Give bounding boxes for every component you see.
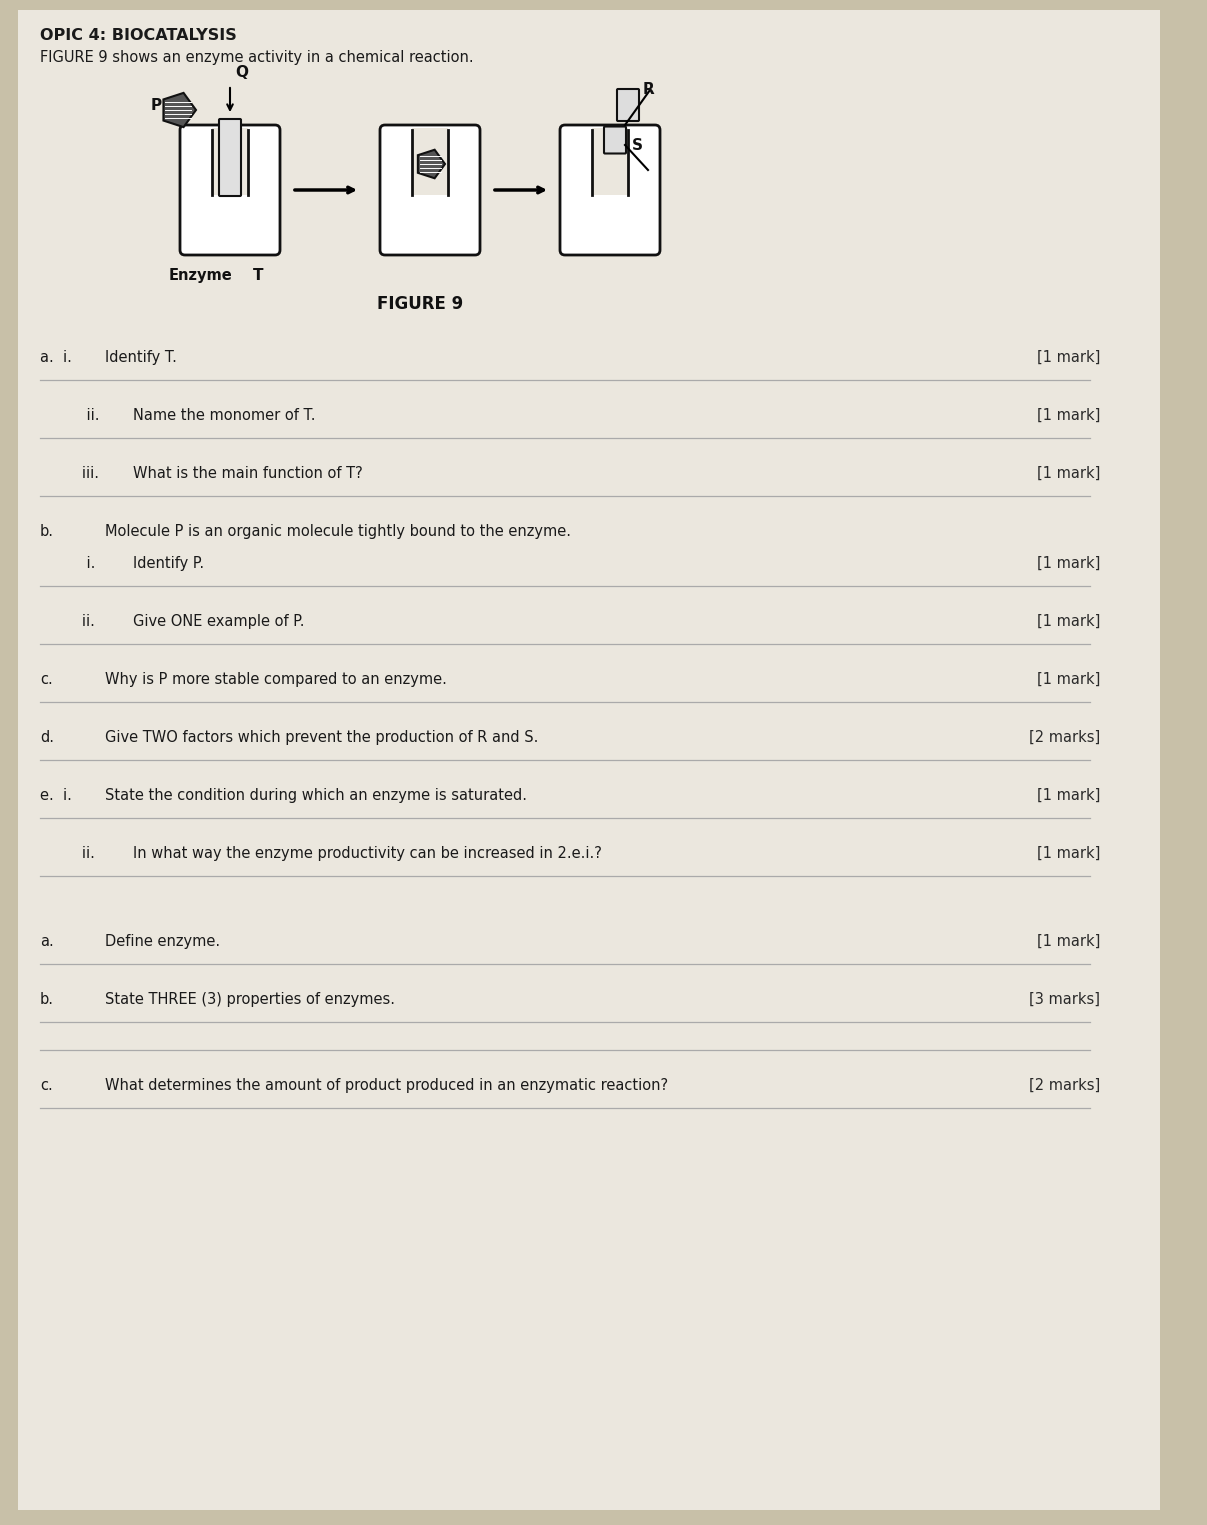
- Text: e.  i.: e. i.: [40, 788, 72, 804]
- Text: Identify T.: Identify T.: [105, 351, 177, 364]
- Text: [1 mark]: [1 mark]: [1037, 351, 1100, 364]
- Text: State THREE (3) properties of enzymes.: State THREE (3) properties of enzymes.: [105, 991, 395, 1006]
- Text: [3 marks]: [3 marks]: [1030, 991, 1100, 1006]
- Text: [1 mark]: [1 mark]: [1037, 615, 1100, 628]
- Text: FIGURE 9: FIGURE 9: [377, 294, 463, 313]
- Polygon shape: [212, 128, 247, 195]
- Text: Define enzyme.: Define enzyme.: [105, 933, 220, 949]
- Text: Identify P.: Identify P.: [133, 557, 204, 570]
- Text: Molecule P is an organic molecule tightly bound to the enzyme.: Molecule P is an organic molecule tightl…: [105, 525, 571, 538]
- FancyBboxPatch shape: [380, 125, 480, 255]
- Text: FIGURE 9 shows an enzyme activity in a chemical reaction.: FIGURE 9 shows an enzyme activity in a c…: [40, 50, 473, 66]
- Text: ii.: ii.: [68, 409, 99, 422]
- Text: What determines the amount of product produced in an enzymatic reaction?: What determines the amount of product pr…: [105, 1078, 669, 1093]
- Text: d.: d.: [40, 730, 54, 746]
- Text: ii.: ii.: [68, 846, 95, 862]
- Text: State the condition during which an enzyme is saturated.: State the condition during which an enzy…: [105, 788, 527, 804]
- Text: [1 mark]: [1 mark]: [1037, 933, 1100, 949]
- Text: Why is P more stable compared to an enzyme.: Why is P more stable compared to an enzy…: [105, 673, 447, 686]
- Text: Name the monomer of T.: Name the monomer of T.: [133, 409, 315, 422]
- Text: T: T: [252, 268, 263, 284]
- Polygon shape: [412, 128, 448, 195]
- Text: a.: a.: [40, 933, 54, 949]
- Polygon shape: [163, 93, 196, 127]
- Text: What is the main function of T?: What is the main function of T?: [133, 467, 363, 480]
- Text: c.: c.: [40, 673, 53, 686]
- Text: c.: c.: [40, 1078, 53, 1093]
- FancyBboxPatch shape: [617, 88, 639, 120]
- Text: [2 marks]: [2 marks]: [1028, 1078, 1100, 1093]
- Text: [1 mark]: [1 mark]: [1037, 467, 1100, 480]
- Text: [1 mark]: [1 mark]: [1037, 673, 1100, 686]
- Text: [2 marks]: [2 marks]: [1028, 730, 1100, 746]
- FancyBboxPatch shape: [560, 125, 660, 255]
- Text: Give TWO factors which prevent the production of R and S.: Give TWO factors which prevent the produ…: [105, 730, 538, 746]
- Text: OPIC 4: BIOCATALYSIS: OPIC 4: BIOCATALYSIS: [40, 27, 237, 43]
- Text: i.: i.: [68, 557, 95, 570]
- Text: iii.: iii.: [68, 467, 99, 480]
- Text: b.: b.: [40, 991, 54, 1006]
- Text: a.  i.: a. i.: [40, 351, 72, 364]
- Text: R: R: [642, 82, 654, 98]
- Text: P: P: [151, 98, 162, 113]
- Text: [1 mark]: [1 mark]: [1037, 788, 1100, 804]
- Text: [1 mark]: [1 mark]: [1037, 846, 1100, 862]
- Polygon shape: [18, 11, 1160, 1510]
- Text: Enzyme: Enzyme: [168, 268, 232, 284]
- Polygon shape: [591, 128, 628, 195]
- Text: [1 mark]: [1 mark]: [1037, 409, 1100, 422]
- FancyBboxPatch shape: [180, 125, 280, 255]
- Text: Give ONE example of P.: Give ONE example of P.: [133, 615, 304, 628]
- Text: S: S: [631, 137, 642, 152]
- Text: b.: b.: [40, 525, 54, 538]
- Text: Q: Q: [235, 66, 249, 79]
- Text: [1 mark]: [1 mark]: [1037, 557, 1100, 570]
- FancyBboxPatch shape: [604, 127, 626, 154]
- Text: In what way the enzyme productivity can be increased in 2.e.i.?: In what way the enzyme productivity can …: [133, 846, 602, 862]
- Text: ii.: ii.: [68, 615, 95, 628]
- FancyBboxPatch shape: [218, 119, 241, 197]
- Polygon shape: [418, 149, 445, 178]
